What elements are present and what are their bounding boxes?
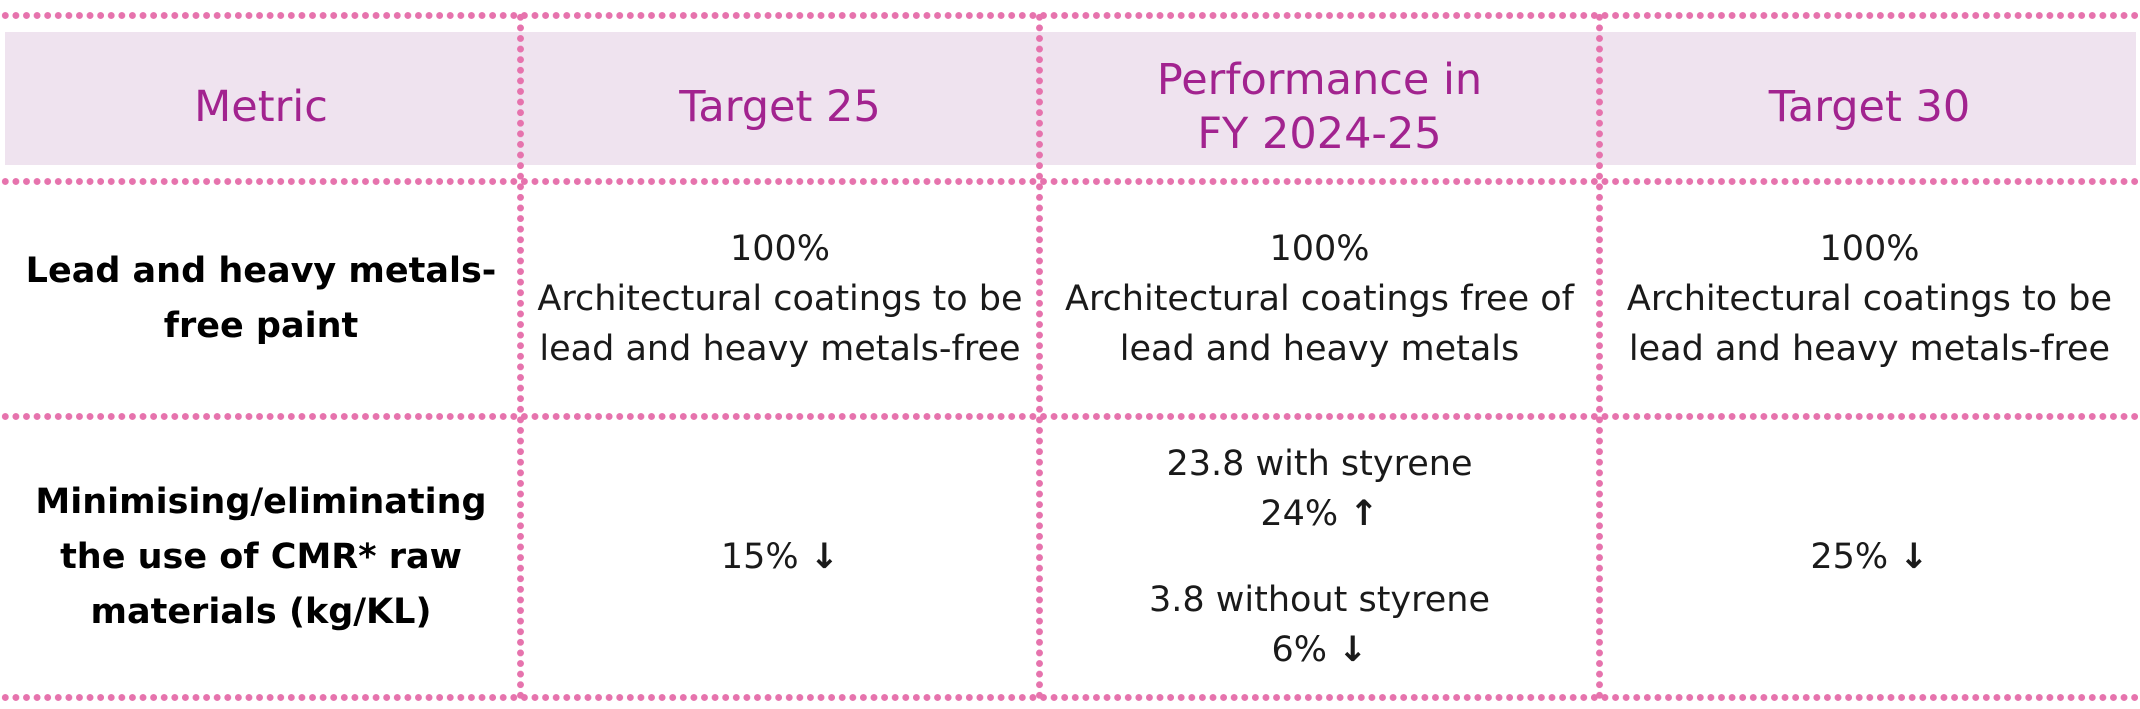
row1-performance: 100% Architectural coatings free of lead… — [1065, 229, 1574, 369]
with-styrene-change: 24% — [1260, 494, 1339, 534]
arrow-up-icon: ↑ — [1349, 494, 1379, 534]
row2-target-25: 15% ↓ — [524, 420, 1036, 694]
header-bottom-border — [0, 178, 2140, 185]
header-row-background — [5, 32, 2136, 165]
target-25-value: 15% — [720, 537, 799, 577]
column-divider-1 — [517, 12, 524, 702]
row1-target-25: 100% Architectural coatings to be lead a… — [537, 229, 1023, 369]
row1-target-30: 100% Architectural coatings to be lead a… — [1626, 229, 2113, 369]
header-target-30: Target 30 — [1768, 82, 1971, 132]
column-divider-3 — [1596, 12, 1603, 702]
target-30-value: 25% — [1810, 537, 1889, 577]
arrow-down-icon: ↓ — [809, 537, 840, 577]
arrow-down-icon: ↓ — [1338, 630, 1368, 670]
row2-performance: 23.8 with styrene 24% ↑ 3.8 without styr… — [1043, 420, 1596, 694]
header-performance: Performance in FY 2024-25 — [1156, 55, 1483, 159]
row1-metric: Lead and heavy metals- free paint — [25, 251, 497, 346]
header-metric: Metric — [194, 82, 328, 132]
table-bottom-border — [0, 694, 2140, 701]
row2-metric: Minimising/eliminating the use of CMR* r… — [35, 481, 487, 632]
table-top-border — [0, 12, 2140, 19]
without-styrene-change: 6% — [1271, 630, 1328, 670]
row-divider — [0, 413, 2140, 420]
arrow-down-icon: ↓ — [1899, 537, 1929, 577]
header-target-25: Target 25 — [679, 82, 881, 132]
with-styrene-label: 23.8 with styrene — [1166, 444, 1473, 484]
without-styrene-label: 3.8 without styrene — [1148, 580, 1491, 620]
column-divider-2 — [1036, 12, 1043, 702]
row2-target-30: 25% ↓ — [1603, 420, 2136, 694]
